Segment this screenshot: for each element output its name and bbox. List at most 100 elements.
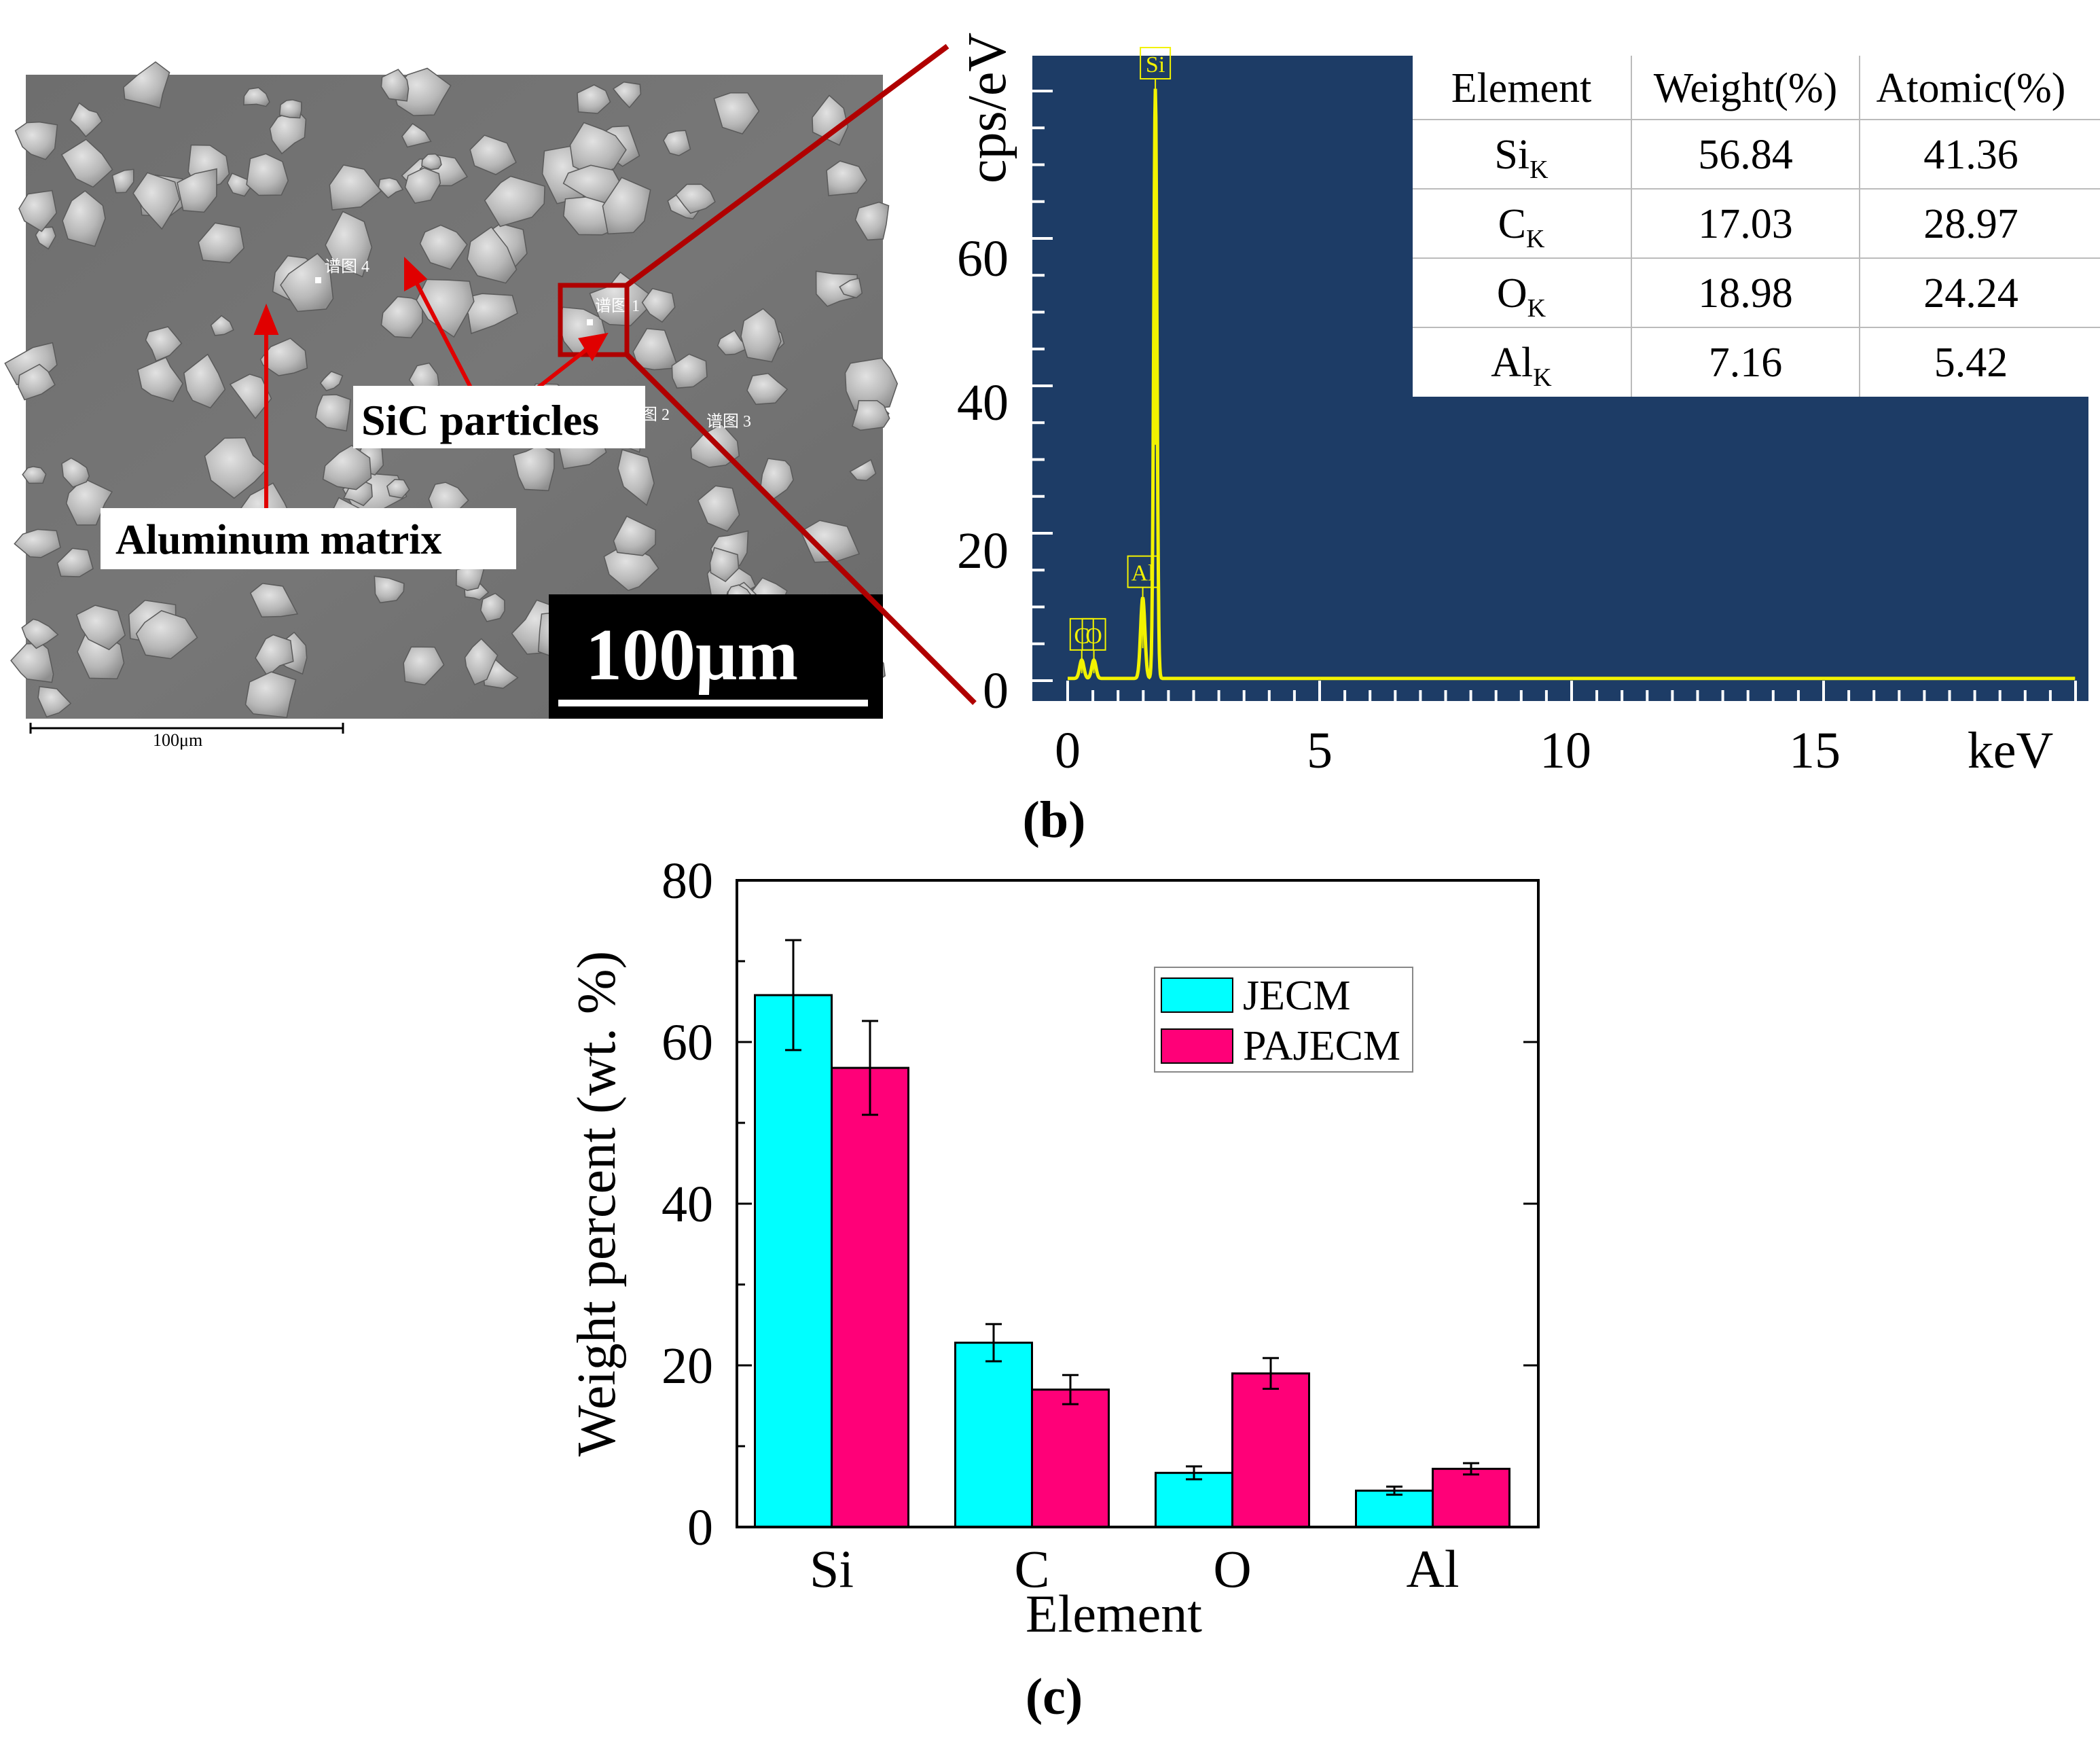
- legend-swatch-jecm: [1161, 977, 1233, 1013]
- sic-particle: [21, 618, 59, 649]
- sic-particle: [255, 634, 294, 677]
- bar-jecm-c: [954, 1342, 1033, 1528]
- eds-caption: (b): [1023, 791, 1086, 848]
- spot-label-1: 谱图 1: [595, 297, 640, 315]
- sic-particle: [401, 123, 432, 148]
- bar-pajecm-o: [1231, 1372, 1310, 1528]
- sic-particle: [280, 253, 334, 312]
- table-row-atomic: 5.42: [1934, 340, 2008, 386]
- eds-xtick-0: 0: [1055, 722, 1081, 779]
- sic-particle: [325, 211, 373, 278]
- sic-particle: [812, 94, 849, 146]
- bar-ytick-label: 0: [687, 1499, 713, 1556]
- bar-jecm-al: [1355, 1489, 1434, 1528]
- small-scale-text: 100μm: [153, 730, 202, 750]
- bar-ytick-label: 80: [662, 852, 713, 910]
- sic-particle: [419, 224, 468, 270]
- sic-particle: [760, 458, 794, 501]
- sic-particle: [513, 444, 555, 492]
- table-header-atomic: Atomic(%): [1877, 65, 2066, 111]
- spot-marker: [587, 319, 593, 325]
- table-header-element: Element: [1451, 65, 1592, 111]
- eds-peak-label: Si: [1146, 52, 1165, 77]
- table-row-atomic: 41.36: [1923, 132, 2018, 178]
- sic-particle: [269, 109, 307, 155]
- sic-particle: [210, 315, 234, 336]
- eds-peak-label-box: [1081, 617, 1106, 651]
- eds-trace: [1068, 88, 2076, 681]
- sic-particle: [577, 84, 611, 114]
- bar-xtick-label: Al: [1407, 1539, 1460, 1598]
- sic-particle: [198, 222, 245, 264]
- sic-particle: [278, 99, 302, 119]
- sic-particle: [18, 190, 58, 232]
- bar-jecm-o: [1155, 1471, 1233, 1528]
- legend: JECM PAJECM: [1154, 967, 1413, 1073]
- eds-xtick-10: 10: [1540, 722, 1591, 779]
- zoom-connectors: [625, 43, 977, 705]
- eds-ytick-40: 40: [957, 374, 1009, 431]
- sic-particle: [137, 357, 183, 402]
- sic-particle: [132, 172, 181, 230]
- sic-particle: [204, 437, 269, 499]
- sic-particle: [243, 87, 270, 107]
- table-row-atomic: 24.24: [1923, 270, 2018, 317]
- sic-particle: [671, 353, 708, 389]
- sic-particle: [612, 82, 642, 109]
- sic-particle: [663, 130, 691, 156]
- sic-particle: [464, 638, 499, 685]
- sic-particle: [632, 327, 679, 371]
- legend-swatch-pajecm: [1161, 1028, 1233, 1064]
- weight-percent-chart: Si C O Al 0 20 40 60 80 Weight percent (wt. %) E…: [567, 852, 1540, 1725]
- sic-particle: [380, 69, 410, 102]
- sic-particle: [37, 685, 72, 718]
- sic-particle: [849, 459, 877, 482]
- table-row-element: SiK: [1494, 132, 1549, 184]
- sic-particle: [815, 270, 858, 307]
- sic-particle: [246, 153, 289, 196]
- bar-xtick-label: O: [1213, 1539, 1251, 1598]
- sic-particle: [675, 183, 716, 214]
- bar-xlabel: Element: [1026, 1584, 1202, 1643]
- table-row-atomic: 28.97: [1923, 201, 2018, 247]
- sic-particle: [177, 168, 217, 213]
- eds-ytick-20: 20: [957, 522, 1009, 579]
- sic-particle: [69, 102, 103, 138]
- eds-xtick-5: 5: [1307, 722, 1333, 779]
- sic-particle: [14, 121, 58, 160]
- bar-xtick-label: C: [1014, 1539, 1049, 1598]
- sic-particle: [404, 167, 441, 204]
- sic-particle: [135, 610, 198, 660]
- eds-peak-label: Al: [1132, 561, 1155, 586]
- sic-particle: [229, 374, 272, 420]
- eds-tick-marks: [1032, 90, 2077, 701]
- sic-particle: [145, 326, 183, 362]
- eds-ytick-60: 60: [957, 230, 1009, 287]
- bar-pajecm-si: [831, 1066, 909, 1528]
- sic-particle: [245, 671, 297, 719]
- sic-particle: [480, 592, 505, 622]
- bar-ytick-label: 20: [662, 1338, 713, 1395]
- sic-particle: [403, 646, 445, 686]
- sic-particle: [10, 643, 54, 683]
- sic-particle: [60, 139, 113, 188]
- sic-particle: [826, 160, 867, 196]
- sic-particle: [641, 287, 676, 323]
- eds-xlabel: keV: [1968, 722, 2054, 779]
- sic-particle: [617, 449, 655, 506]
- aluminum-matrix-label: Aluminum matrix: [115, 517, 442, 563]
- sic-particle: [717, 329, 750, 355]
- spot-label-3: 谱图 3: [706, 412, 751, 431]
- legend-label-jecm: JECM: [1243, 973, 1350, 1019]
- sic-particle: [602, 177, 651, 234]
- eds-peak-label-box: [1140, 47, 1172, 79]
- legend-label-pajecm: PAJECM: [1243, 1023, 1400, 1069]
- eds-ylabel: cps/eV: [958, 33, 1017, 183]
- spot-marker: [315, 277, 321, 283]
- sic-particle: [589, 271, 651, 327]
- sic-particle: [378, 177, 404, 199]
- sic-particle: [35, 226, 56, 250]
- sic-particle: [709, 547, 740, 583]
- sic-particle: [746, 373, 789, 406]
